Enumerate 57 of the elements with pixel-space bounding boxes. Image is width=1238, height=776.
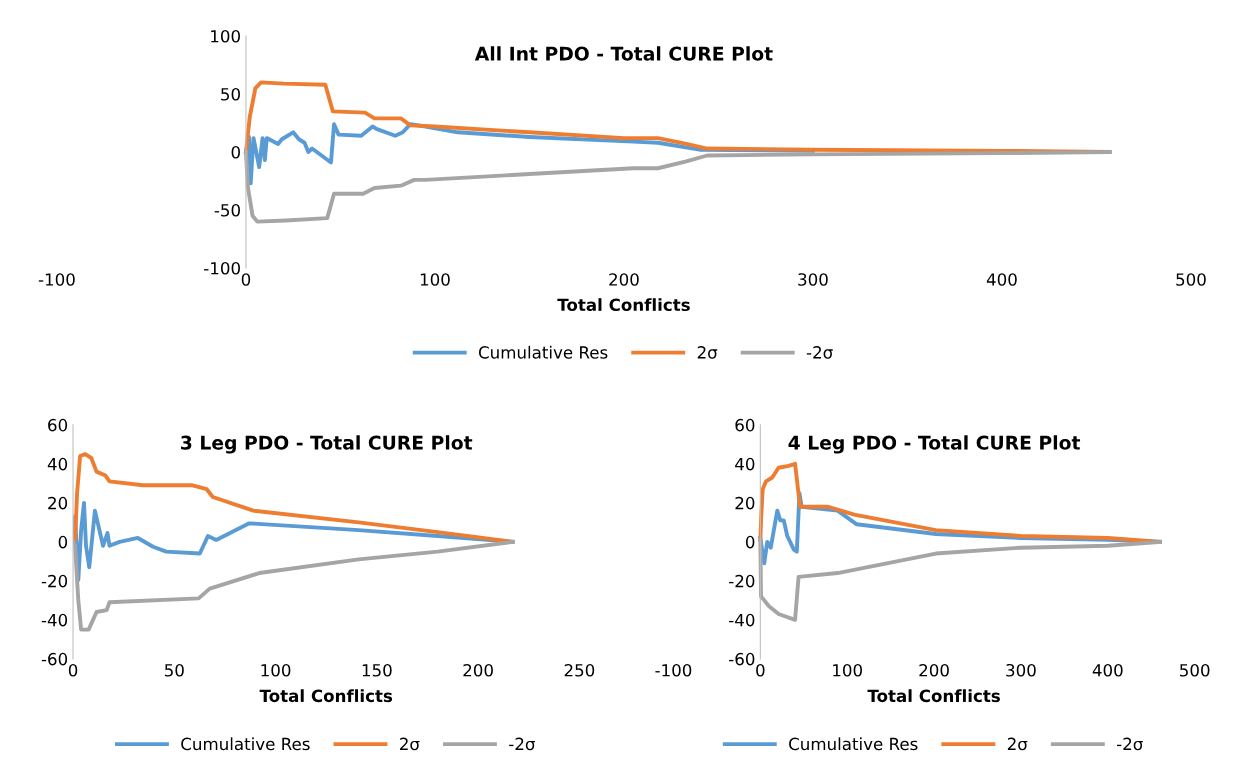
legend-label: -2σ	[509, 737, 535, 751]
legend-label: Cumulative Res	[478, 345, 608, 359]
y-tick-label: 60	[735, 418, 755, 432]
x-tick-label: 100	[261, 663, 291, 677]
x-tick-label: 200	[919, 663, 949, 677]
x-tick-label: 100	[420, 273, 450, 286]
line-series	[73, 539, 515, 632]
x-tick-label: 0	[756, 663, 765, 677]
line-series	[73, 452, 515, 544]
x-tick-label: 50	[164, 663, 184, 677]
x-tick-label: 100	[833, 663, 862, 677]
text: 4 Leg PDO - Total CURE Plot	[788, 435, 1081, 454]
x-tick-label: 300	[1006, 663, 1036, 677]
x-tick-label: 0	[241, 273, 251, 286]
chart-title: All Int PDO - Total CURE Plot	[474, 46, 773, 61]
y-tick-label: 0	[745, 535, 755, 549]
y-tick-label: 20	[735, 496, 755, 510]
legend-label: Cumulative Res	[789, 737, 918, 751]
x-tick-label: 500	[1180, 663, 1210, 677]
y-tick-label: -60	[41, 652, 68, 666]
y-tick-label: 40	[735, 457, 755, 471]
y-tick-label: 100	[211, 29, 240, 43]
y-tick-label: 40	[47, 457, 68, 471]
text: 3 Leg PDO - Total CURE Plot	[181, 435, 473, 454]
legend-label: -2σ	[806, 346, 833, 359]
y-tick-label: -20	[729, 574, 755, 588]
x-tick-label: -100	[655, 663, 692, 677]
y-tick-label: 20	[48, 496, 68, 510]
y-tick-label: -20	[41, 574, 68, 588]
y-tick-label: -40	[41, 613, 68, 627]
legend-label: 2σ	[1007, 737, 1028, 751]
y-tick-label: 50	[221, 87, 240, 101]
y-tick-label: -60	[729, 652, 755, 666]
x-tick-label: 300	[798, 273, 828, 286]
x-tick-label: 400	[986, 273, 1017, 286]
x-tick-label: 200	[609, 273, 639, 286]
x-tick-label: 200	[463, 663, 493, 677]
y-tick-label: -40	[729, 613, 755, 627]
y-tick-label: 0	[58, 535, 68, 549]
x-tick-label: 0	[68, 663, 78, 677]
line-series	[244, 150, 1112, 224]
x-tick-label: 150	[362, 663, 392, 677]
y-tick-label: -50	[214, 203, 240, 217]
x-tick-label: 250	[564, 663, 595, 677]
legend-label: 2σ	[400, 737, 420, 751]
x-axis-title: Total Conflicts	[867, 689, 1000, 703]
x-tick-label: 500	[1176, 273, 1206, 286]
line-series	[758, 537, 1162, 622]
legend-label: Cumulative Res	[181, 737, 310, 751]
legend-label: 2σ	[697, 346, 718, 359]
y-tick-label: 60	[48, 418, 68, 432]
x-axis-title: Total Conflicts	[557, 298, 690, 312]
x-tick-label: 400	[1092, 663, 1123, 677]
legend-label: -2σ	[1116, 737, 1143, 751]
y-tick-label: 0	[231, 145, 240, 159]
y-tick-label: -100	[204, 261, 240, 275]
x-axis-title: Total Conflicts	[259, 689, 393, 703]
